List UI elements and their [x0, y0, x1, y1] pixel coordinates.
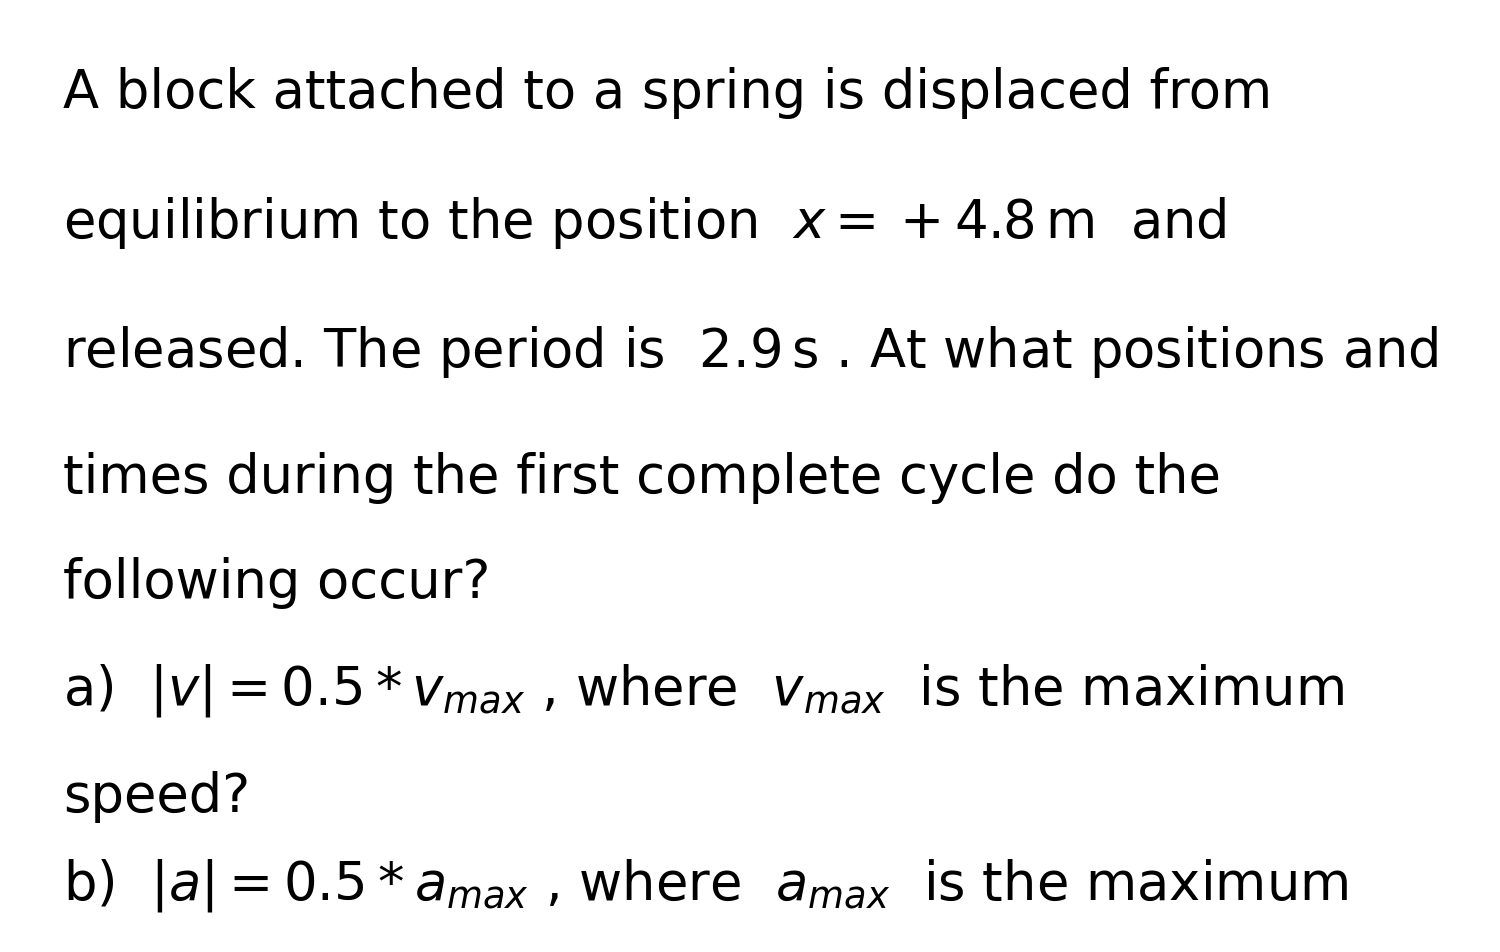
- Text: equilibrium to the position  $x = +4.8\,\mathrm{m}$  and: equilibrium to the position $x = +4.8\,\…: [63, 195, 1227, 251]
- Text: b)  $|a| = 0.5 * a_{max}$ , where  $a_{max}$  is the maximum: b) $|a| = 0.5 * a_{max}$ , where $a_{max…: [63, 857, 1348, 914]
- Text: a)  $|v| = 0.5 * v_{max}$ , where  $v_{max}$  is the maximum: a) $|v| = 0.5 * v_{max}$ , where $v_{max…: [63, 662, 1344, 719]
- Text: times during the first complete cycle do the: times during the first complete cycle do…: [63, 452, 1221, 505]
- Text: released. The period is  $2.9\,\mathrm{s}$ . At what positions and: released. The period is $2.9\,\mathrm{s}…: [63, 324, 1438, 380]
- Text: A block attached to a spring is displaced from: A block attached to a spring is displace…: [63, 67, 1272, 119]
- Text: following occur?: following occur?: [63, 557, 491, 609]
- Text: speed?: speed?: [63, 771, 250, 823]
